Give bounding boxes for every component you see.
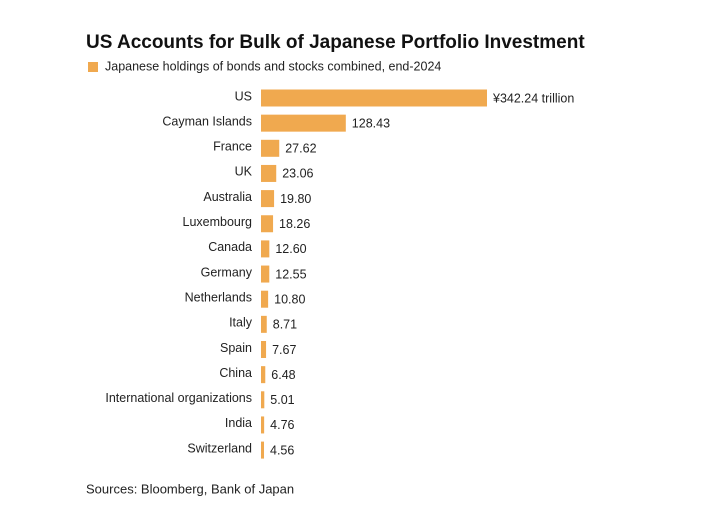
- bar: [261, 240, 270, 258]
- category-label: France: [213, 140, 252, 154]
- bar: [261, 391, 265, 409]
- category-label: Switzerland: [187, 441, 252, 455]
- value-label: 18.26: [279, 217, 310, 231]
- value-label: 5.01: [270, 393, 294, 407]
- category-label: International organizations: [105, 391, 252, 405]
- bar: [261, 341, 267, 358]
- bar: [261, 89, 487, 107]
- value-label: 12.60: [275, 242, 306, 256]
- value-label: 23.06: [282, 167, 313, 181]
- category-label: Spain: [220, 341, 252, 355]
- bar: [261, 416, 265, 434]
- category-label: Australia: [203, 190, 252, 204]
- value-label: 4.56: [270, 443, 294, 457]
- category-label: India: [225, 416, 252, 430]
- bar: [261, 290, 269, 308]
- value-label: 4.76: [270, 418, 294, 432]
- category-label: China: [219, 366, 252, 380]
- bar: [261, 114, 346, 132]
- category-label: Luxembourg: [183, 215, 253, 229]
- value-label: 7.67: [272, 343, 296, 357]
- bar: [261, 215, 274, 233]
- bar: [261, 315, 267, 333]
- value-label: 6.48: [271, 368, 295, 382]
- category-label: UK: [235, 165, 253, 179]
- category-label: US: [235, 89, 252, 103]
- value-label: 27.62: [285, 142, 316, 156]
- value-label: 12.55: [275, 267, 306, 281]
- legend-label: Japanese holdings of bonds and stocks co…: [105, 59, 441, 73]
- source: Sources: Bloomberg, Bank of Japan: [86, 481, 294, 496]
- category-label: Canada: [208, 240, 252, 254]
- bar: [261, 164, 277, 182]
- value-label: 128.43: [352, 116, 390, 130]
- bar: [261, 366, 266, 384]
- category-label: Netherlands: [185, 290, 252, 304]
- chart-title: US Accounts for Bulk of Japanese Portfol…: [86, 32, 585, 53]
- value-label: 19.80: [280, 192, 311, 206]
- legend-swatch: [88, 62, 98, 72]
- value-label: ¥342.24 trillion: [492, 91, 574, 105]
- category-label: Cayman Islands: [162, 114, 252, 128]
- category-label: Germany: [201, 265, 253, 279]
- bar: [261, 441, 265, 459]
- category-label: Italy: [229, 316, 253, 330]
- value-label: 8.71: [273, 318, 297, 332]
- value-label: 10.80: [274, 292, 305, 306]
- bar: [261, 265, 270, 283]
- bar: [261, 139, 280, 157]
- bar: [261, 190, 275, 208]
